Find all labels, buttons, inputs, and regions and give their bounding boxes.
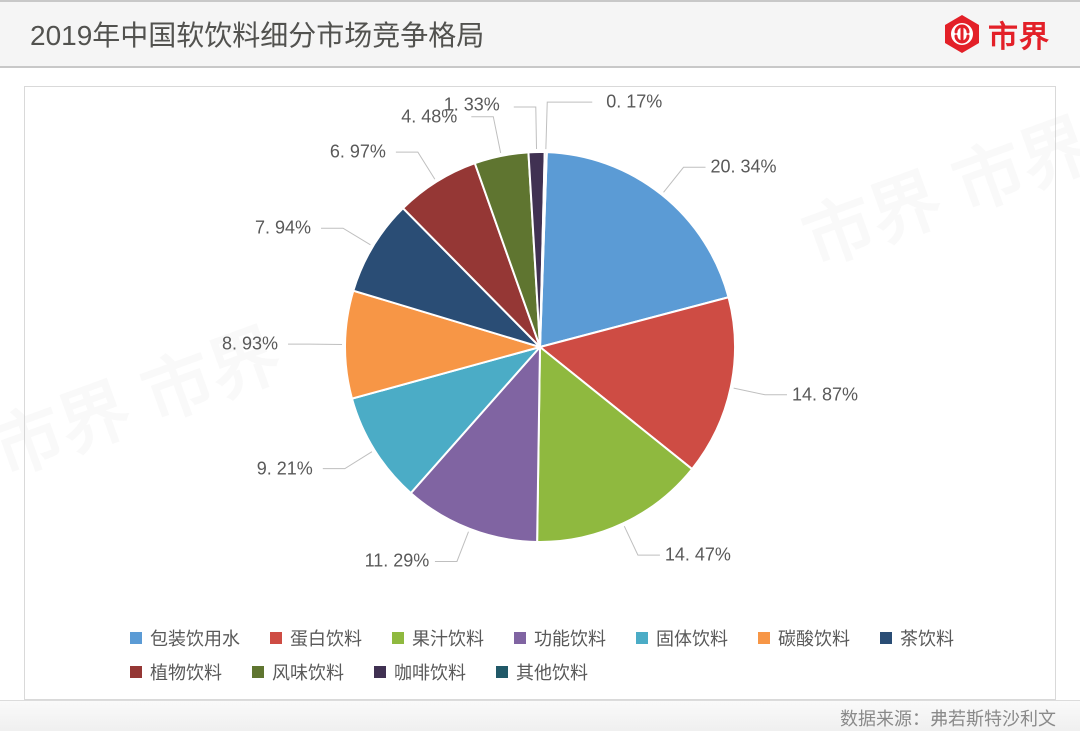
legend-item: 茶饮料 bbox=[880, 625, 954, 651]
legend-swatch bbox=[252, 666, 264, 678]
legend-label: 固体饮料 bbox=[656, 625, 728, 651]
legend-item: 碳酸饮料 bbox=[758, 625, 850, 651]
legend-swatch bbox=[130, 632, 142, 644]
slice-label: 11. 29% bbox=[365, 551, 430, 572]
legend-swatch bbox=[880, 632, 892, 644]
legend-swatch bbox=[130, 666, 142, 678]
slice-label: 6. 97% bbox=[330, 142, 386, 163]
brand-logo: 市界 bbox=[942, 12, 1050, 56]
leader-line bbox=[435, 532, 469, 562]
legend-swatch bbox=[636, 632, 648, 644]
slice-label: 0. 17% bbox=[606, 92, 662, 113]
legend-label: 包装饮用水 bbox=[150, 625, 240, 651]
slice-label: 14. 47% bbox=[665, 545, 731, 566]
leader-line bbox=[321, 228, 370, 245]
chart-panel: 市界 市界 市界 市界 20. 34%14. 87%14. 47%11. 29%… bbox=[24, 86, 1056, 700]
legend: 包装饮用水 蛋白饮料 果汁饮料 功能饮料 固体饮料 碳酸饮料 茶饮料植物饮料 风味饮料 咖啡饮料… bbox=[130, 617, 990, 685]
source-text: 弗若斯特沙利文 bbox=[930, 705, 1056, 731]
page-title: 2019年中国软饮料细分市场竞争格局 bbox=[30, 14, 484, 54]
legend-swatch bbox=[514, 632, 526, 644]
legend-label: 植物饮料 bbox=[150, 659, 222, 685]
legend-label: 其他饮料 bbox=[516, 659, 588, 685]
legend-label: 碳酸饮料 bbox=[778, 625, 850, 651]
legend-item: 果汁饮料 bbox=[392, 625, 484, 651]
leader-line bbox=[664, 167, 706, 192]
slice-label: 1. 33% bbox=[444, 95, 500, 116]
legend-label: 咖啡饮料 bbox=[394, 659, 466, 685]
slice-label: 14. 87% bbox=[792, 384, 858, 405]
legend-label: 茶饮料 bbox=[900, 625, 954, 651]
leader-line bbox=[471, 117, 500, 153]
leader-line bbox=[323, 452, 372, 469]
legend-item: 其他饮料 bbox=[496, 659, 588, 685]
leader-line bbox=[396, 152, 435, 179]
title-bar: 2019年中国软饮料细分市场竞争格局 市界 bbox=[0, 0, 1080, 68]
legend-item: 植物饮料 bbox=[130, 659, 222, 685]
logo-text: 市界 bbox=[988, 12, 1050, 56]
legend-swatch bbox=[758, 632, 770, 644]
leader-line bbox=[514, 107, 537, 149]
legend-label: 蛋白饮料 bbox=[290, 625, 362, 651]
pie-chart bbox=[25, 87, 1055, 607]
slice-label: 9. 21% bbox=[257, 458, 313, 479]
slice-label: 7. 94% bbox=[255, 218, 311, 239]
leader-line bbox=[546, 102, 592, 149]
legend-label: 功能饮料 bbox=[534, 625, 606, 651]
legend-swatch bbox=[374, 666, 386, 678]
legend-item: 功能饮料 bbox=[514, 625, 606, 651]
legend-swatch bbox=[496, 666, 508, 678]
slice-label: 20. 34% bbox=[710, 157, 776, 178]
legend-label: 风味饮料 bbox=[272, 659, 344, 685]
legend-item: 包装饮用水 bbox=[130, 625, 240, 651]
legend-item: 风味饮料 bbox=[252, 659, 344, 685]
leader-line bbox=[624, 526, 660, 555]
legend-swatch bbox=[270, 632, 282, 644]
pie-area: 20. 34% 14. 87% 14. 47% 11. 29% 9. 21% 8. 93%… bbox=[25, 87, 1055, 607]
source-bar: 数据来源： 弗若斯特沙利文 bbox=[0, 700, 1080, 731]
legend-item: 咖啡饮料 bbox=[374, 659, 466, 685]
logo-icon bbox=[942, 14, 982, 54]
legend-item: 蛋白饮料 bbox=[270, 625, 362, 651]
legend-swatch bbox=[392, 632, 404, 644]
legend-item: 固体饮料 bbox=[636, 625, 728, 651]
source-prefix: 数据来源： bbox=[840, 705, 930, 731]
slice-label: 8. 93% bbox=[222, 334, 278, 355]
leader-line bbox=[734, 388, 787, 395]
legend-label: 果汁饮料 bbox=[412, 625, 484, 651]
